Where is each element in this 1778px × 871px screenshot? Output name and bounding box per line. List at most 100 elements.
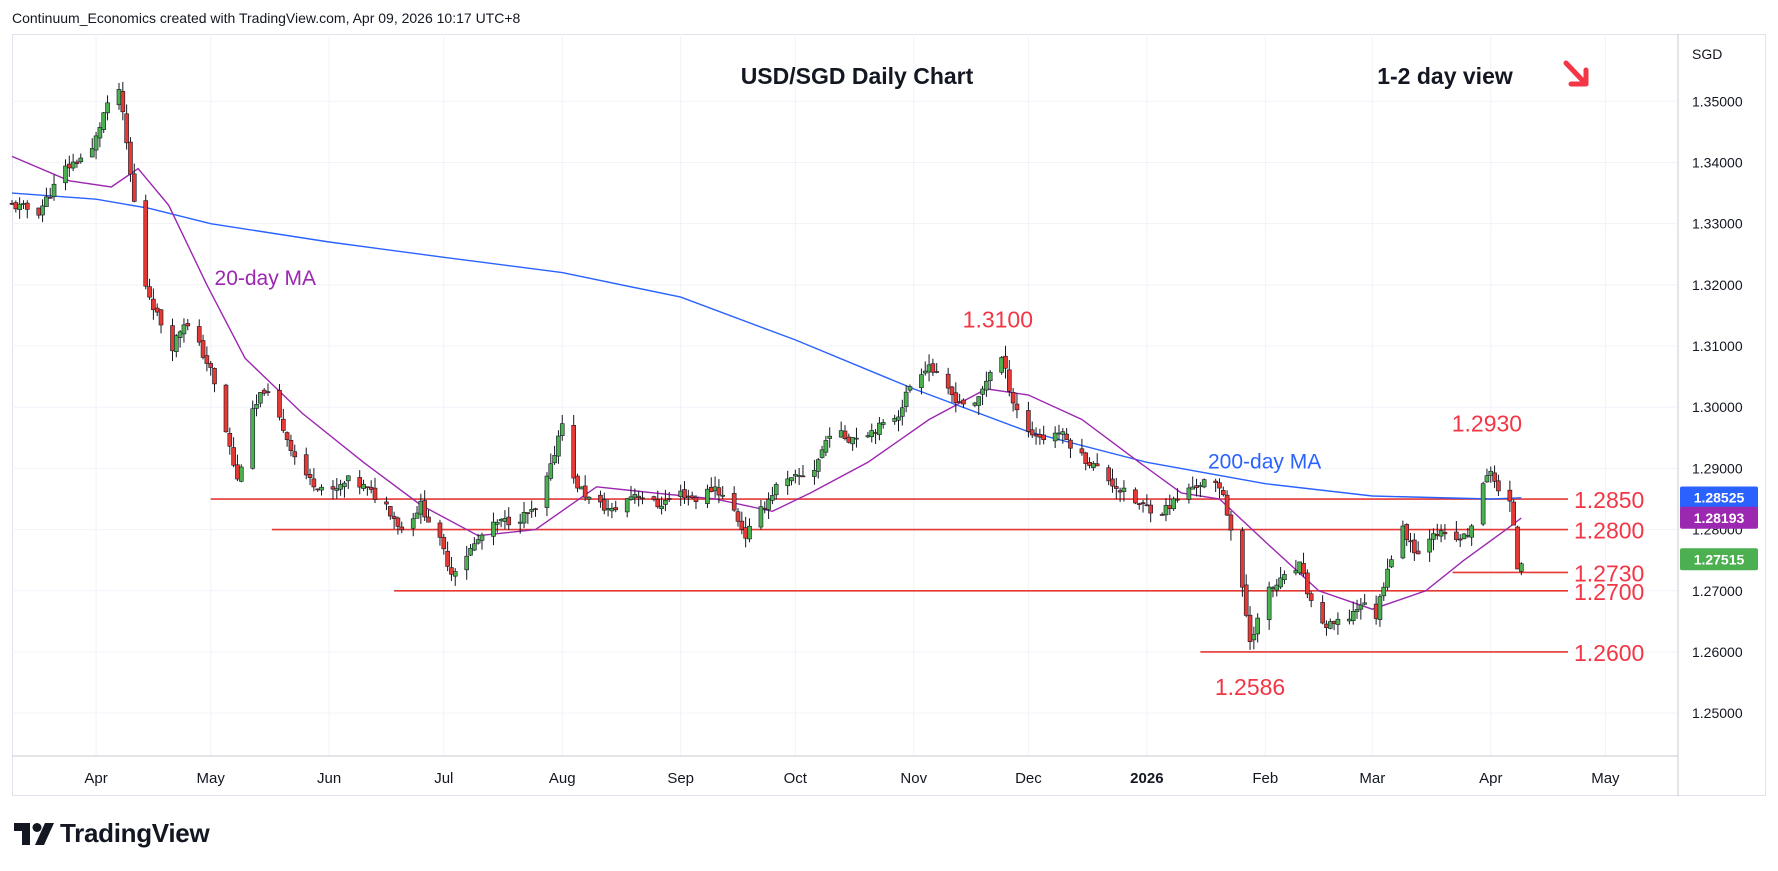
candle-body (686, 495, 691, 498)
candle-body (154, 307, 160, 313)
candle-body (1278, 577, 1283, 588)
candle-body (758, 506, 764, 528)
candle-body (47, 197, 53, 199)
tradingview-brand[interactable]: TradingView (14, 818, 210, 849)
y-tick-label: 1.30000 (1692, 399, 1743, 415)
candle-body (1140, 502, 1146, 504)
candle-body (9, 203, 15, 205)
candle-body (479, 534, 485, 541)
candle-body (319, 486, 324, 491)
candle-body (357, 477, 363, 488)
candle-body (716, 487, 722, 496)
ma20-line (11, 155, 1522, 610)
candle-body (1434, 534, 1440, 537)
candle-body (1052, 432, 1058, 442)
candle-body (556, 435, 561, 457)
candle-body (1159, 514, 1165, 516)
candle-body (1320, 602, 1325, 624)
chart-frame[interactable] (12, 34, 1766, 796)
candle-body (575, 475, 580, 489)
candle-body (441, 537, 447, 550)
candle-body (1507, 489, 1513, 502)
price-badge-label: 1.27515 (1694, 551, 1745, 567)
candle-body (89, 148, 95, 158)
candle-body (208, 363, 213, 368)
candle-body (865, 435, 871, 438)
candle-body (78, 157, 84, 163)
chart-labels: USD/SGD Daily Chart 1-2 day view 20-day … (215, 60, 1589, 700)
candle-body (739, 520, 745, 530)
x-tick-label: Dec (1015, 770, 1042, 787)
candle-body (548, 463, 554, 479)
candle-body (502, 518, 508, 522)
candle-body (827, 435, 833, 439)
candle-body (338, 484, 343, 490)
candle-body (678, 490, 683, 497)
candle-body (945, 373, 951, 389)
candle-body (735, 511, 741, 522)
candle-body (418, 500, 424, 515)
x-tick-label: Jun (317, 770, 341, 787)
candle-body (1255, 617, 1260, 635)
candle-body (1408, 540, 1413, 543)
candle-body (449, 567, 454, 575)
candle-body (13, 202, 19, 210)
brand-name: TradingView (60, 818, 210, 848)
candle-body (1511, 501, 1516, 526)
y-tick-label: 1.32000 (1692, 277, 1743, 293)
x-tick-label: Jul (434, 770, 453, 787)
candle-body (185, 323, 191, 327)
candle-body (934, 371, 940, 373)
candle-body (613, 507, 619, 511)
axis-unit: SGD (1692, 46, 1722, 62)
ma200-line (11, 192, 1522, 500)
candle-body (1217, 482, 1222, 489)
candle-body (51, 183, 57, 197)
candle-body (63, 165, 68, 184)
candle-body (1171, 498, 1176, 510)
candle-body (1247, 614, 1253, 643)
candle-body (1454, 531, 1459, 540)
candle-body (529, 509, 534, 512)
candle-body (579, 486, 584, 490)
candle-body (292, 451, 298, 458)
tradingview-logo-icon (14, 822, 54, 845)
candle-body (521, 512, 527, 524)
candle-body (1010, 392, 1016, 404)
x-tick-label: Oct (784, 770, 808, 787)
candle-body (896, 416, 901, 421)
candle-body (93, 135, 99, 151)
candle-body (1385, 568, 1390, 588)
candle-body (922, 370, 928, 374)
price-annotation: 1.2930 (1452, 411, 1522, 437)
candle-body (1041, 434, 1046, 441)
candle-body (919, 374, 924, 389)
candle-body (1163, 505, 1169, 516)
candle-body (800, 475, 806, 478)
candle-body (854, 437, 859, 440)
candle-body (391, 516, 397, 520)
candle-body (368, 486, 374, 490)
candle-body (204, 355, 210, 364)
candle-body (372, 487, 378, 500)
x-tick-label: Apr (84, 770, 107, 787)
candle-body (559, 423, 565, 436)
y-tick-label: 1.33000 (1692, 216, 1743, 232)
candle-body (1121, 487, 1127, 492)
candle-body (227, 433, 233, 447)
price-annotation: 1.3100 (963, 307, 1033, 333)
candle-body (365, 486, 370, 488)
x-tick-label: Apr (1479, 770, 1502, 787)
candle-body (1190, 486, 1196, 490)
candle-body (770, 495, 775, 501)
candle-body (1469, 525, 1474, 538)
candles (9, 81, 1524, 650)
candle-body (158, 309, 164, 326)
grid-layer (12, 34, 1678, 756)
candle-body (762, 507, 768, 510)
candle-body (258, 392, 263, 404)
candle-body (1488, 470, 1494, 476)
candle-body (796, 475, 802, 477)
candle-body (74, 161, 80, 164)
